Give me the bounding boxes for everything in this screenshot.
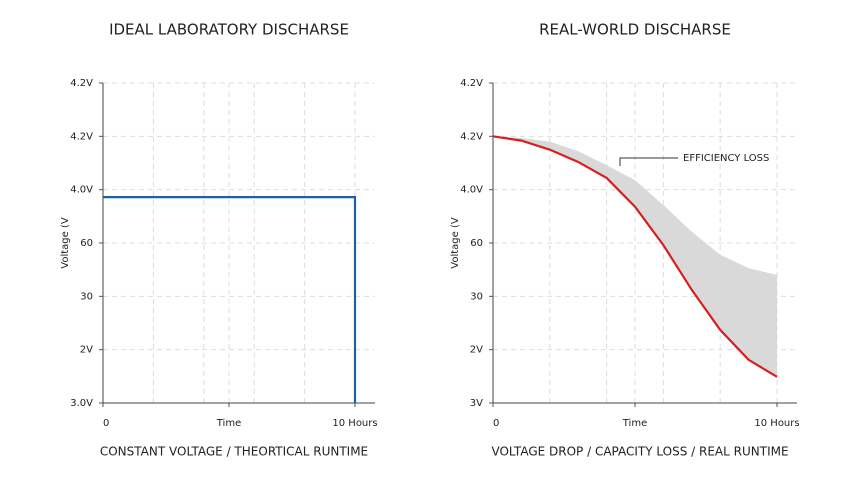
y-tick-label: 30 [470, 291, 483, 302]
chart-title: REAL-WORLD DISCHARSE [539, 21, 731, 39]
x-tick-label: 0 [493, 418, 499, 429]
y-tick-label: 2V [80, 345, 93, 356]
line [492, 135, 778, 378]
line [103, 196, 357, 403]
caption: VOLTAGE DROP / CAPACITY LOSS / REAL RUNT… [491, 445, 788, 459]
y-axis-label: Voltage (V [450, 217, 461, 269]
y-tick-label: 4.0V [460, 185, 483, 196]
x-tick-label: Time [216, 418, 241, 429]
y-axis-label: Voltage (V [60, 217, 71, 269]
y-tick-label: 4.2V [70, 78, 93, 89]
y-tick-label: 3V [470, 398, 483, 409]
x-tick-label: 10 Hours [332, 418, 377, 429]
x-tick-label: Time [622, 418, 647, 429]
y-tick-label: 60 [80, 238, 93, 249]
y-tick-label: 4.0V [70, 185, 93, 196]
area [493, 136, 777, 377]
y-tick-label: 4.2V [70, 131, 93, 142]
y-tick-label: 3.0V [70, 398, 93, 409]
x-tick-label: 0 [103, 418, 109, 429]
annotation: EFFICIENCY LOSS [683, 153, 769, 164]
caption: CONSTANT VOLTAGE / THEORTICAL RUNTIME [100, 445, 368, 459]
y-tick-label: 30 [80, 291, 93, 302]
leader-line [619, 157, 678, 166]
x-tick-label: 10 Hours [754, 418, 799, 429]
y-tick-label: 4.2V [460, 78, 483, 89]
y-tick-label: 4.2V [460, 131, 483, 142]
y-tick-label: 60 [470, 238, 483, 249]
chart-title: IDEAL LABORATORY DISCHARSE [109, 21, 349, 39]
y-tick-label: 2V [470, 345, 483, 356]
